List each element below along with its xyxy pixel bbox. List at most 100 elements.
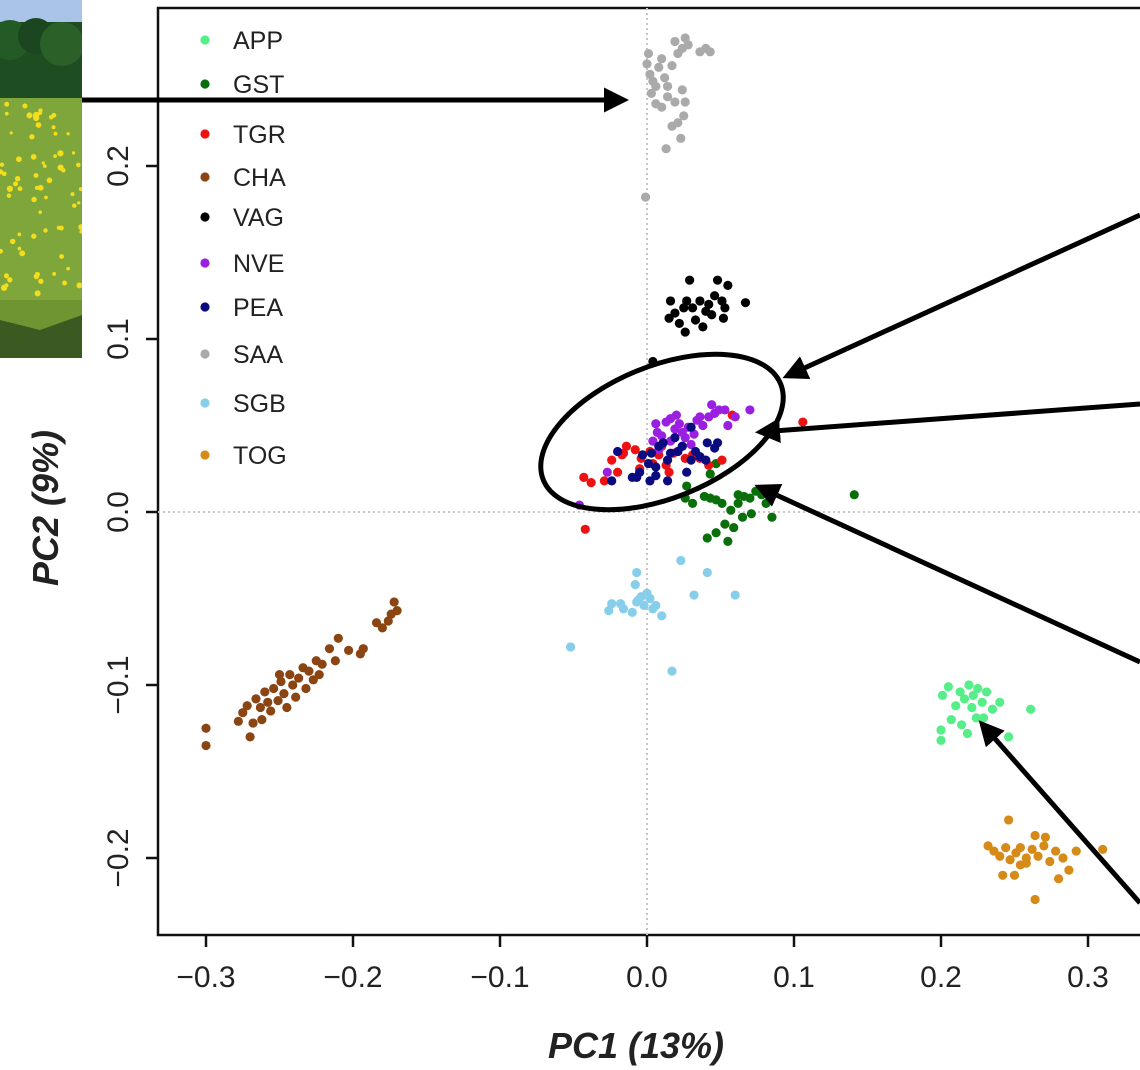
data-point xyxy=(604,606,614,616)
data-point xyxy=(651,471,661,481)
data-point xyxy=(730,412,740,422)
data-point xyxy=(686,422,696,432)
legend-item-sgb: SGB xyxy=(200,390,286,418)
data-point xyxy=(632,567,642,578)
data-point xyxy=(233,716,243,726)
legend-label: TGR xyxy=(233,121,286,149)
data-point xyxy=(579,472,589,482)
y-tick-label: −0.2 xyxy=(102,828,135,887)
data-point xyxy=(665,296,676,306)
data-point xyxy=(1004,732,1014,742)
y-tick-label: 0.0 xyxy=(102,491,135,533)
data-point xyxy=(288,680,298,690)
data-point xyxy=(643,48,654,59)
data-point xyxy=(613,446,623,457)
series-app xyxy=(936,680,1036,745)
legend-item-cha: CHA xyxy=(200,164,286,192)
data-point xyxy=(951,701,961,711)
data-point xyxy=(705,469,715,479)
landscape-photo xyxy=(0,0,82,358)
data-point xyxy=(282,702,292,713)
data-point xyxy=(761,498,771,508)
data-point xyxy=(798,417,808,427)
data-point xyxy=(627,607,637,617)
data-point xyxy=(301,683,311,694)
data-point xyxy=(746,509,756,519)
x-tick-label: −0.2 xyxy=(323,961,382,994)
series-pea xyxy=(607,422,723,486)
data-point xyxy=(1030,830,1040,841)
data-point xyxy=(711,528,721,538)
data-point xyxy=(613,467,623,477)
arrow-to-gst xyxy=(754,483,1140,665)
data-point xyxy=(662,81,673,92)
data-point xyxy=(657,102,667,112)
data-point xyxy=(662,92,673,102)
legend-marker xyxy=(200,172,210,182)
axis-ticks: −0.3 −0.2 −0.1 0.0 0.1 0.2 0.3 −0.2 −0.1 0.0 0.1 0.… xyxy=(102,145,1109,994)
legend-label: APP xyxy=(233,27,283,55)
data-point xyxy=(686,439,696,450)
data-point xyxy=(983,841,993,851)
data-point xyxy=(251,694,261,704)
legend-label: TOG xyxy=(233,442,287,470)
legend-marker xyxy=(200,258,210,268)
legend-label: VAG xyxy=(233,204,284,232)
data-point xyxy=(702,567,712,578)
series-gst xyxy=(680,458,859,547)
data-point xyxy=(979,713,989,723)
data-point xyxy=(667,666,677,676)
data-point xyxy=(266,706,276,716)
data-point xyxy=(995,697,1005,707)
data-point xyxy=(662,455,673,465)
data-point xyxy=(245,732,255,742)
series-tog xyxy=(983,815,1108,905)
data-point xyxy=(955,687,965,697)
legend: APP GST TGR CHA VAG NVE PEA SAA SGB TOG xyxy=(200,27,287,470)
data-point xyxy=(664,313,674,323)
data-point xyxy=(674,318,684,329)
data-point xyxy=(639,600,649,611)
legend-item-app: APP xyxy=(200,27,283,55)
arrow-to-app xyxy=(978,720,1140,905)
data-point xyxy=(1015,843,1025,853)
data-point xyxy=(1051,846,1061,856)
data-point xyxy=(377,623,387,633)
legend-label: SGB xyxy=(233,390,286,418)
data-point xyxy=(1004,815,1014,825)
data-point xyxy=(242,701,252,711)
data-point xyxy=(987,704,998,714)
data-point xyxy=(602,467,612,477)
data-point xyxy=(677,85,687,95)
data-point xyxy=(680,97,690,107)
data-point xyxy=(651,600,661,611)
data-point xyxy=(1071,846,1081,856)
data-point xyxy=(565,642,576,652)
data-point xyxy=(683,40,693,50)
data-point xyxy=(630,580,640,590)
data-point xyxy=(383,616,393,626)
data-point xyxy=(269,683,279,694)
data-point xyxy=(333,633,343,643)
data-point xyxy=(689,429,699,439)
data-point xyxy=(702,438,712,448)
data-point xyxy=(717,296,727,306)
data-point xyxy=(654,62,664,72)
data-point xyxy=(671,410,682,420)
data-point xyxy=(358,644,368,654)
data-point xyxy=(740,298,751,308)
x-axis-title: PC1 (13%) xyxy=(548,1025,724,1066)
legend-item-tgr: TGR xyxy=(200,121,286,149)
data-point xyxy=(710,291,720,301)
data-point xyxy=(1021,858,1031,868)
data-point xyxy=(676,133,686,143)
data-point xyxy=(682,296,692,306)
data-point xyxy=(964,680,974,690)
data-point xyxy=(723,420,733,431)
data-point xyxy=(645,593,655,604)
data-point xyxy=(657,54,667,64)
data-point xyxy=(729,522,739,533)
data-point xyxy=(962,728,973,739)
x-tick-label: 0.3 xyxy=(1067,961,1109,994)
data-point xyxy=(690,315,701,325)
